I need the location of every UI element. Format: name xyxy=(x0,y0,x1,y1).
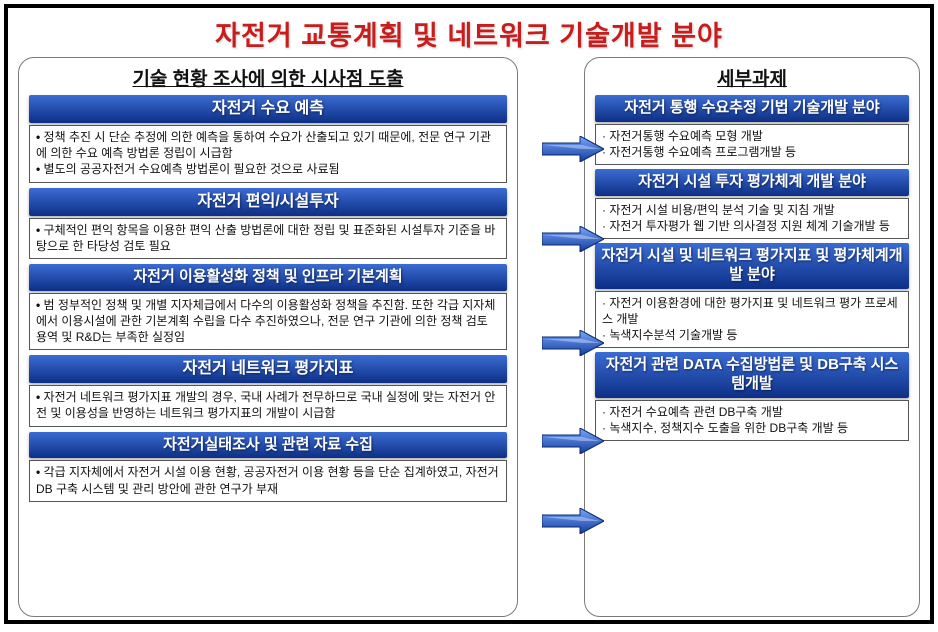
left-column: 기술 현황 조사에 의한 시사점 도출 자전거 수요 예측 정책 추진 시 단순… xyxy=(18,57,518,617)
left-item: 구체적인 편익 항목을 이용한 편익 산출 방법론에 대한 정립 및 표준화된 … xyxy=(36,222,500,254)
arrow-icon xyxy=(542,428,604,454)
arrow-icon xyxy=(542,508,604,534)
left-item: 정책 추진 시 단순 추정에 의한 예측을 통하여 수요가 산출되고 있기 때문… xyxy=(36,129,500,161)
right-bar-1: 자전거 시설 투자 평가체계 개발 분야 xyxy=(595,169,909,196)
left-section-0: 자전거 수요 예측 정책 추진 시 단순 추정에 의한 예측을 통하여 수요가 … xyxy=(29,95,507,183)
left-bar-4: 자전거실태조사 및 관련 자료 수집 xyxy=(29,432,507,459)
right-item: 자전거 수요예측 관련 DB구축 개발 xyxy=(602,404,902,420)
left-box-4: 각급 지자체에서 자전거 시설 이용 현황, 공공자전거 이용 현황 등을 단순… xyxy=(29,460,507,501)
right-item: 자전거 시설 비용/편익 분석 기술 및 지침 개발 xyxy=(602,202,902,218)
right-column-header: 세부과제 xyxy=(595,64,909,91)
left-box-0: 정책 추진 시 단순 추정에 의한 예측을 통하여 수요가 산출되고 있기 때문… xyxy=(29,125,507,183)
left-section-1: 자전거 편익/시설투자 구체적인 편익 항목을 이용한 편익 산출 방법론에 대… xyxy=(29,188,507,259)
left-box-1: 구체적인 편익 항목을 이용한 편익 산출 방법론에 대한 정립 및 표준화된 … xyxy=(29,218,507,259)
right-column: 세부과제 자전거 통행 수요추정 기법 기술개발 분야 자전거통행 수요예측 모… xyxy=(584,57,920,617)
left-section-2: 자전거 이용활성화 정책 및 인프라 기본계획 범 정부적인 정책 및 개별 지… xyxy=(29,264,507,350)
left-bar-2: 자전거 이용활성화 정책 및 인프라 기본계획 xyxy=(29,264,507,291)
right-box-2: 자전거 이용환경에 대한 평가지표 및 네트워크 평가 프로세스 개발 녹색지수… xyxy=(595,291,909,349)
left-box-3: 자전거 네트워크 평가지표 개발의 경우, 국내 사례가 전무하므로 국내 실정… xyxy=(29,385,507,426)
right-section-0: 자전거 통행 수요추정 기법 기술개발 분야 자전거통행 수요예측 모형 개발 … xyxy=(595,95,909,165)
right-bar-0: 자전거 통행 수요추정 기법 기술개발 분야 xyxy=(595,95,909,122)
left-bar-0: 자전거 수요 예측 xyxy=(29,95,507,123)
right-section-3: 자전거 관련 DATA 수집방법론 및 DB구축 시스템개발 자전거 수요예측 … xyxy=(595,352,909,441)
arrow-icon xyxy=(542,136,604,162)
right-bar-2: 자전거 시설 및 네트워크 평가지표 및 평가체계개발 분야 xyxy=(595,243,909,289)
arrow-icon xyxy=(542,226,604,252)
page-title: 자전거 교통계획 및 네트워크 기술개발 분야 xyxy=(18,14,920,53)
left-item: 별도의 공공자전거 수요예측 방법론이 필요한 것으로 사료됨 xyxy=(36,161,500,177)
right-item: 자전거 이용환경에 대한 평가지표 및 네트워크 평가 프로세스 개발 xyxy=(602,295,902,327)
right-section-2: 자전거 시설 및 네트워크 평가지표 및 평가체계개발 분야 자전거 이용환경에… xyxy=(595,243,909,348)
left-box-2: 범 정부적인 정책 및 개별 지자체급에서 다수의 이용활성화 정책을 추진함.… xyxy=(29,293,507,351)
page-frame: 자전거 교통계획 및 네트워크 기술개발 분야 기술 현황 조사에 의한 시사점… xyxy=(4,4,934,624)
right-item: 자전거통행 수요예측 모형 개발 xyxy=(602,128,902,144)
columns: 기술 현황 조사에 의한 시사점 도출 자전거 수요 예측 정책 추진 시 단순… xyxy=(18,57,920,617)
left-bar-3: 자전거 네트워크 평가지표 xyxy=(29,355,507,383)
left-column-header: 기술 현황 조사에 의한 시사점 도출 xyxy=(29,64,507,91)
left-bar-1: 자전거 편익/시설투자 xyxy=(29,188,507,216)
right-box-0: 자전거통행 수요예측 모형 개발 자전거통행 수요예측 프로그램개발 등 xyxy=(595,124,909,165)
arrow-icon xyxy=(542,330,604,356)
left-item: 범 정부적인 정책 및 개별 지자체급에서 다수의 이용활성화 정책을 추진함.… xyxy=(36,297,500,346)
right-section-1: 자전거 시설 투자 평가체계 개발 분야 자전거 시설 비용/편익 분석 기술 … xyxy=(595,169,909,239)
right-box-3: 자전거 수요예측 관련 DB구축 개발 녹색지수, 정책지수 도출을 위한 DB… xyxy=(595,400,909,441)
right-box-1: 자전거 시설 비용/편익 분석 기술 및 지침 개발 자전거 투자평가 웹 기반… xyxy=(595,198,909,239)
right-bar-3: 자전거 관련 DATA 수집방법론 및 DB구축 시스템개발 xyxy=(595,352,909,398)
right-item: 자전거통행 수요예측 프로그램개발 등 xyxy=(602,144,902,160)
right-item: 녹색지수, 정책지수 도출을 위한 DB구축 개발 등 xyxy=(602,420,902,436)
right-item: 녹색지수분석 기술개발 등 xyxy=(602,327,902,343)
left-item: 자전거 네트워크 평가지표 개발의 경우, 국내 사례가 전무하므로 국내 실정… xyxy=(36,389,500,421)
left-item: 각급 지자체에서 자전거 시설 이용 현황, 공공자전거 이용 현황 등을 단순… xyxy=(36,464,500,496)
right-item: 자전거 투자평가 웹 기반 의사결정 지원 체계 기술개발 등 xyxy=(602,218,902,234)
left-section-4: 자전거실태조사 및 관련 자료 수집 각급 지자체에서 자전거 시설 이용 현황… xyxy=(29,432,507,502)
left-section-3: 자전거 네트워크 평가지표 자전거 네트워크 평가지표 개발의 경우, 국내 사… xyxy=(29,355,507,426)
